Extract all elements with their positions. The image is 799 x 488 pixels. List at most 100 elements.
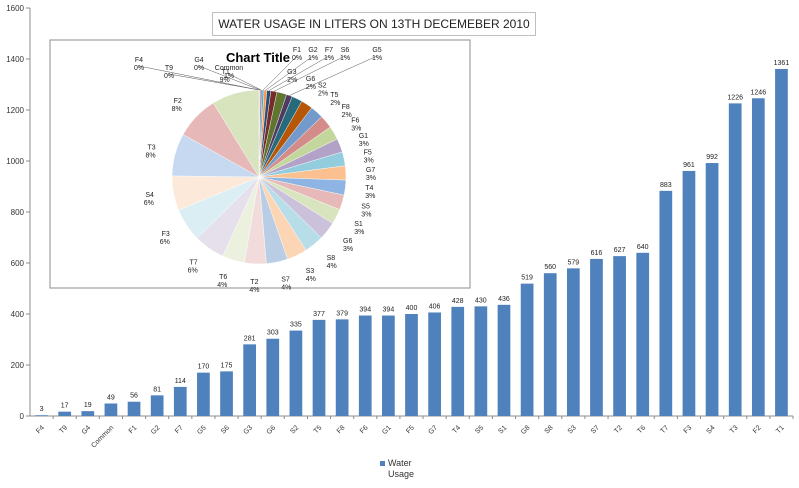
y-tick-label: 1200 <box>6 106 24 115</box>
y-tick-label: 200 <box>11 361 25 370</box>
bar-S5 <box>474 306 488 416</box>
pie-label: F6 <box>351 118 359 125</box>
bar-G1 <box>382 315 395 416</box>
x-tick-label: S7 <box>590 424 601 435</box>
bar-S8 <box>543 273 557 416</box>
bar-G5 <box>197 372 210 416</box>
data-label: 335 <box>290 322 302 329</box>
x-tick-label: T2 <box>613 424 624 435</box>
pie-label: F7 <box>325 47 333 54</box>
pie-pct-label: 1% <box>224 73 234 80</box>
data-label: 579 <box>568 259 580 266</box>
data-label: 175 <box>221 362 233 369</box>
x-tick-label: T4 <box>451 424 462 435</box>
pie-pct-label: 6% <box>188 268 198 275</box>
x-tick-label: F3 <box>683 424 694 435</box>
pie-pct-label: 4% <box>249 287 259 294</box>
pie-pct-label: 9% <box>220 77 230 84</box>
pie-label: G4 <box>194 57 203 64</box>
pie-pct-label: 0% <box>134 65 144 72</box>
bar-F6 <box>358 315 372 416</box>
pie-slice-T1 <box>213 89 260 178</box>
pie-leader-line <box>168 73 260 91</box>
pie-pct-label: 2% <box>330 100 340 107</box>
pie-pct-label: 3% <box>361 211 371 218</box>
x-tick-label: F1 <box>128 424 139 435</box>
data-label: 81 <box>153 386 161 393</box>
data-label: 519 <box>521 275 533 282</box>
pie-pct-label: 1% <box>308 55 318 62</box>
pie-label: G1 <box>359 133 368 140</box>
data-label: 379 <box>336 310 348 317</box>
bar-F5 <box>405 314 418 416</box>
data-label: 400 <box>406 305 418 312</box>
bar-S3 <box>566 268 580 416</box>
pie-label: F8 <box>342 104 350 111</box>
x-tick-label: G1 <box>381 424 393 436</box>
data-label: 19 <box>84 402 92 409</box>
pie-label: T2 <box>250 279 258 286</box>
pie-pct-label: 4% <box>306 276 316 283</box>
x-tick-label: T5 <box>313 424 324 435</box>
bar-S2 <box>289 330 303 416</box>
pie-label: S1 <box>354 221 363 228</box>
pie-pct-label: 6% <box>144 200 154 207</box>
bar-G2 <box>150 395 164 416</box>
x-tick-label: T7 <box>660 424 671 435</box>
y-tick-label: 0 <box>20 412 25 421</box>
bar-G8 <box>520 283 534 416</box>
pie-pct-label: 1% <box>372 55 382 62</box>
bar-G3 <box>243 344 257 416</box>
pie-pct-label: 2% <box>318 91 328 98</box>
x-tick-label: S8 <box>544 424 555 435</box>
bar-S1 <box>497 304 511 416</box>
data-label: 627 <box>614 247 626 254</box>
pie-label: T5 <box>330 92 338 99</box>
data-label: 303 <box>267 330 279 337</box>
pie-label: G6 <box>306 76 315 83</box>
legend-label: Water Usage <box>388 458 415 479</box>
pie-pct-label: 4% <box>327 263 337 270</box>
pie-pct-label: 3% <box>366 175 376 182</box>
pie-label: S6 <box>341 47 350 54</box>
data-label: 406 <box>429 303 441 310</box>
pie-pct-label: 3% <box>365 193 375 200</box>
data-label: 1361 <box>774 60 790 67</box>
bar-T3 <box>728 103 742 417</box>
x-tick-label: G3 <box>243 424 255 436</box>
pie-label: G3 <box>287 69 296 76</box>
bar-T9 <box>58 411 72 416</box>
data-label: 1226 <box>727 94 743 101</box>
data-label: 428 <box>452 298 464 305</box>
y-tick-label: 400 <box>11 310 25 319</box>
x-tick-label: F7 <box>174 424 185 435</box>
x-tick-label: T3 <box>729 424 740 435</box>
x-tick-label: F4 <box>35 424 46 435</box>
data-label: 992 <box>706 154 718 161</box>
x-tick-label: S4 <box>705 424 716 435</box>
x-tick-label: S5 <box>474 424 485 435</box>
bar-S4 <box>705 163 719 416</box>
pie-pct-label: 3% <box>364 158 374 165</box>
pie-label: T1 <box>222 69 230 76</box>
pie-leader-line <box>265 55 314 91</box>
x-tick-label: T9 <box>58 424 69 435</box>
pie-label: G2 <box>308 47 317 54</box>
pie-pct-label: 3% <box>351 126 361 133</box>
pie-label: F1 <box>293 47 301 54</box>
x-tick-label: G8 <box>520 424 532 436</box>
pie-title: Chart Title <box>226 50 290 65</box>
pie-label: S2 <box>318 83 327 90</box>
bar-G6 <box>266 338 280 416</box>
pie-label: T3 <box>147 144 155 151</box>
legend: Water Usage <box>380 458 428 480</box>
data-label: 616 <box>591 250 603 257</box>
pie-pct-label: 8% <box>172 106 182 113</box>
pie-label: S4 <box>145 192 154 199</box>
data-label: 170 <box>198 364 210 371</box>
x-tick-label: T1 <box>775 424 786 435</box>
pie-pct-label: 2% <box>287 77 297 84</box>
pie-leader-line <box>198 65 261 91</box>
x-tick-label: F6 <box>359 424 370 435</box>
